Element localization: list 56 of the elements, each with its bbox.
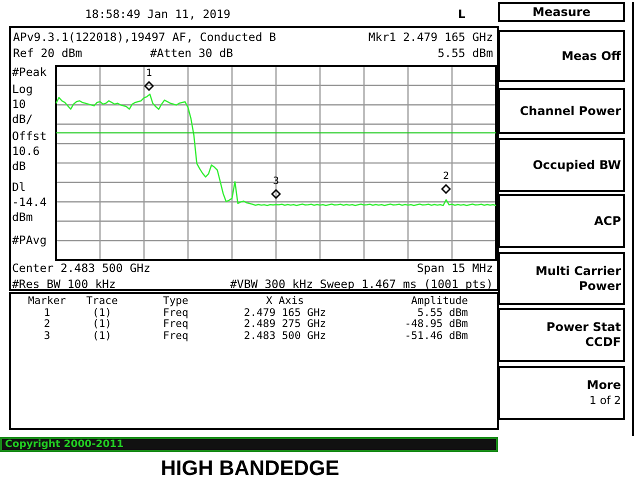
text: L <box>458 7 466 21</box>
text: Freq <box>163 318 188 331</box>
text: Amplitude <box>411 295 468 308</box>
text: Sweep 1.467 ms (1001 pts) <box>320 277 493 291</box>
text: 1 <box>44 306 50 319</box>
text: #Peak <box>12 65 47 79</box>
text: 2.479 165 GHz <box>244 306 326 319</box>
text: 5.55 dBm <box>417 306 468 319</box>
text: APv9.3.1(122018),19497 AF, Conducted B <box>13 30 276 44</box>
annotation: 2 <box>442 171 450 182</box>
text: Span 15 MHz <box>416 261 493 275</box>
text: -48.95 dBm <box>404 318 468 331</box>
text: Mkr1 2.479 165 GHz <box>368 30 493 44</box>
text: (1) <box>92 306 112 319</box>
text: #VBW 300 kHz <box>230 277 314 291</box>
text: Trace <box>86 295 118 308</box>
text: dB/ <box>12 112 33 126</box>
text: (1) <box>92 318 112 331</box>
text: #PAvg <box>12 233 47 247</box>
text: Log <box>12 82 33 96</box>
text: #Res BW 100 kHz <box>12 277 116 291</box>
text: Type <box>163 295 188 308</box>
text: Offst <box>12 129 47 143</box>
text: 18:58:49 Jan 11, 2019 <box>85 7 230 21</box>
text: Ref 20 dBm <box>13 46 82 60</box>
text: -51.46 dBm <box>404 330 468 342</box>
text: (1) <box>92 330 112 342</box>
text: X Axis <box>266 295 304 308</box>
text: #Atten 30 dB <box>150 46 234 60</box>
text: -14.4 <box>12 195 47 209</box>
text: Dl <box>12 180 26 194</box>
text: 10 <box>12 97 26 111</box>
text: Center 2.483 500 GHz <box>12 261 150 275</box>
softkey-button: Occupied BW <box>498 138 625 192</box>
text: Freq <box>163 306 188 318</box>
text: Copyright 2000-2011 <box>0 437 498 452</box>
text: 2 <box>44 318 50 331</box>
text: Marker <box>28 295 66 308</box>
softkey-button: Meas Off <box>498 30 625 82</box>
softkey-button: More 1 of 2 <box>498 366 625 420</box>
text: dBm <box>12 210 33 224</box>
text: 3 <box>44 330 50 342</box>
text: dB <box>12 159 26 173</box>
text: 1 <box>146 68 152 79</box>
softkey-button: ACP <box>498 194 625 248</box>
text: 2.483 500 GHz <box>244 330 326 342</box>
softkey-button: Channel Power <box>498 88 625 134</box>
text: Freq <box>163 330 188 342</box>
text: 10.6 <box>12 144 40 158</box>
text: HIGH BANDEDGE <box>160 457 340 481</box>
text: 5.55 dBm <box>438 46 493 60</box>
annotation: 3 <box>272 176 280 187</box>
softkey-button: Power Stat CCDF <box>498 308 625 362</box>
text: 2.489 275 GHz <box>244 318 326 331</box>
softkey-button: Multi Carrier Power <box>498 252 625 305</box>
softkey-button: Measure <box>498 2 625 22</box>
